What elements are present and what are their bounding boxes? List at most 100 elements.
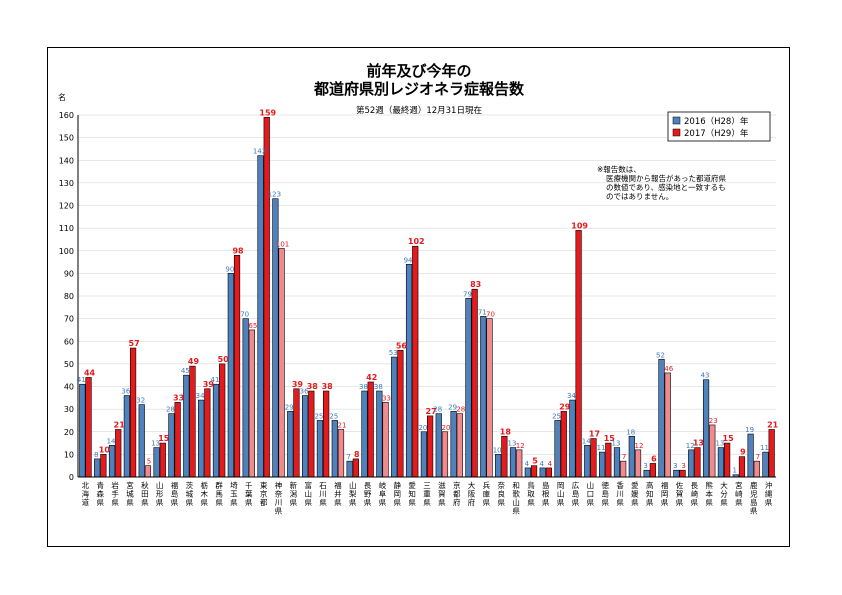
x-tick-label: 鹿児島県 [750,480,758,516]
data-label-2016: 3 [673,462,677,470]
data-label-2016: 29 [285,403,294,411]
bar-2017 [634,449,642,478]
data-label-2016: 12 [686,442,695,450]
y-tick-label: 60 [64,337,74,346]
x-tick-label: 広島県 [572,480,580,507]
x-tick-label: 山形県 [156,480,164,507]
bar-2016 [198,399,205,478]
bar-2016 [301,395,309,478]
x-tick-label: 沖縄県 [765,480,773,507]
data-label-2016: 43 [701,372,710,380]
report-note-line-1: ※報告数は、 [597,164,641,174]
y-tick-label: 20 [64,428,74,437]
bar-2016 [762,451,769,478]
y-axis-label: 名 [58,92,66,102]
data-label-2017: 15 [158,434,170,443]
data-label-2017: 46 [664,365,673,373]
data-label-2017: 6 [651,454,657,463]
bar-2016 [79,383,86,478]
x-tick-label: 茨城県 [186,480,194,507]
bar-2017 [100,454,107,478]
data-label-2016: 94 [404,256,413,264]
data-label-2016: 53 [389,349,398,357]
bar-2016 [138,404,145,478]
bar-2017 [605,442,612,478]
data-label-2016: 28 [433,406,442,414]
data-label-2017: 3 [681,462,685,470]
x-tick-label: 香川県 [616,480,624,507]
data-label-2017: 5 [147,458,151,466]
x-tick-label: 三重県 [423,481,431,507]
bar-2016 [316,420,324,478]
bar-2017 [263,116,270,478]
bar-2016 [554,420,561,478]
bar-2017 [738,456,746,478]
data-label-2017: 15 [604,434,616,443]
data-label-2017: 70 [486,311,495,319]
data-label-2017: 28 [456,406,465,414]
bar-2017 [323,390,330,478]
x-tick-label: 青森県 [97,480,105,507]
bar-2016 [257,155,264,478]
data-label-2017: 7 [756,453,760,461]
data-label-2017: 15 [723,434,735,443]
x-tick-label: 山口県 [587,480,595,507]
data-label-2016: 34 [196,392,205,400]
bar-2016 [539,467,546,478]
bar-2017 [129,347,137,478]
x-tick-label: 鳥取県 [527,480,535,507]
bar-2017 [620,460,627,478]
data-label-2016: 18 [626,428,635,436]
chart-subtitle: 第52週（最終週）12月31日現在 [356,105,482,116]
x-tick-label: 長崎県 [691,481,699,507]
data-label-2016: 41 [77,376,86,384]
data-label-2016: 14 [582,437,591,445]
bar-2017 [516,449,523,478]
data-label-2016: 8 [94,451,98,459]
bar-2016 [287,411,294,478]
x-tick-label: 宮城県 [126,480,134,507]
data-label-2017: 9 [740,448,746,457]
data-label-2017: 21 [114,420,126,429]
data-label-2017: 56 [396,341,408,350]
bar-2017 [189,365,196,478]
data-label-2016: 70 [240,311,249,319]
data-label-2017: 21 [767,420,779,429]
data-label-2016: 142 [253,148,266,156]
data-label-2017: 159 [259,108,276,117]
legend-box [667,111,771,142]
bar-2016 [123,395,130,478]
x-tick-label: 新潟県 [290,480,298,507]
legend-label-2017: 2017（H29）年 [684,128,749,139]
legend-label-2016: 2016（H28）年 [684,116,749,127]
data-label-2016: 7 [346,453,350,461]
data-label-2016: 28 [166,406,175,414]
y-tick-label: 130 [59,179,74,188]
y-tick-label: 40 [64,383,74,392]
chart-frame: 前年及び今年の 都道府県別レジオネラ症報告数 第52週（最終週）12月31日現在… [47,47,790,547]
data-label-2017: 33 [173,393,184,402]
bar-2016 [212,383,220,478]
y-tick-label: 80 [64,292,74,301]
bar-2017 [590,438,597,478]
x-tick-label: 佐賀県 [676,480,684,507]
bar-2016 [599,451,606,478]
bar-2016 [183,374,190,478]
bar-2017 [753,460,760,478]
bar-2016 [94,458,101,478]
data-label-2016: 41 [211,376,220,384]
x-tick-label: 福岡県 [661,481,669,507]
data-label-2016: 71 [478,308,487,316]
x-tick-label: 福島県 [171,481,179,507]
bar-2016 [420,431,428,478]
legend-swatch-2017 [672,128,681,137]
bar-2017 [679,469,686,478]
y-tick-label: 70 [64,315,74,324]
x-tick-label: 愛知県 [408,480,416,507]
bar-2017 [278,248,285,478]
bar-2017 [694,447,701,478]
y-tick-label: 50 [64,360,74,369]
data-label-2017: 13 [693,439,704,448]
bar-2016 [495,454,502,478]
bar-2016 [480,316,487,478]
